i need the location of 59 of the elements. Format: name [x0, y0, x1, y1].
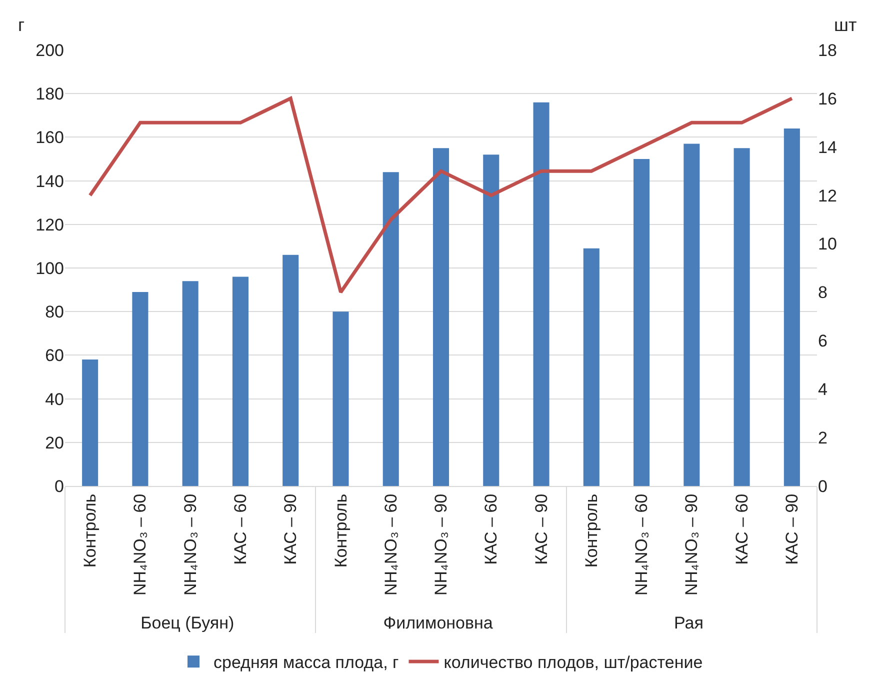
y-tick-label: 0: [54, 476, 64, 496]
legend-label: средняя масса плода, г: [214, 653, 399, 672]
bar: [684, 144, 700, 486]
x-tick-label: КАС – 90: [281, 494, 300, 565]
bar: [583, 248, 600, 486]
y-tick-label: 20: [45, 433, 64, 452]
y-tick-label: 40: [45, 390, 64, 409]
y-tick-label: 140: [36, 172, 64, 191]
bar: [432, 148, 450, 486]
y2-tick-label: 16: [818, 89, 837, 108]
y2-tick-label: 4: [818, 380, 828, 400]
y2-tick-label: 2: [818, 428, 828, 448]
bar: [132, 292, 148, 486]
x-tick-label: КАС – 90: [782, 494, 802, 565]
bar: [232, 276, 248, 486]
text: Боец (Буян): [140, 613, 234, 632]
text: Филимоновна: [383, 613, 494, 632]
y2-tick-label: 14: [818, 138, 837, 157]
legend-label: количество плодов, шт/растение: [444, 653, 703, 672]
x-tick-label: КАС – 60: [482, 494, 501, 565]
x-tick-label: КАС – 60: [230, 494, 250, 565]
x-tick-label: NH₄NO₃ – 60: [381, 494, 400, 596]
bar: [332, 312, 349, 486]
y-tick-label: 180: [36, 84, 64, 104]
x-tick-label: NH₄NO₃ – 90: [682, 494, 702, 596]
bar: [533, 102, 550, 486]
y-tick-label: 160: [36, 128, 64, 148]
bar: [784, 128, 800, 486]
bar: [634, 159, 650, 486]
y2-tick-label: 18: [818, 40, 837, 60]
y-tick-label: 120: [36, 215, 64, 234]
bar: [382, 172, 399, 486]
y2-tick-label: 12: [818, 186, 837, 206]
x-tick-label: NH₄NO₃ – 90: [432, 494, 451, 596]
x-tick-label: Контроль: [80, 494, 100, 568]
y2-tick-label: 6: [818, 332, 828, 351]
y2-axis-title: шт: [834, 15, 857, 35]
y2-tick-label: 10: [818, 234, 837, 254]
bar: [483, 154, 500, 486]
bar: [182, 281, 198, 486]
x-tick-label: КАС – 60: [732, 494, 752, 565]
x-tick-label: Контроль: [331, 494, 350, 568]
x-tick-label: КАС – 90: [532, 494, 551, 565]
x-tick-label: Контроль: [582, 494, 601, 568]
y-tick-label: 60: [45, 346, 64, 366]
line-series: [88, 96, 794, 294]
bar: [734, 148, 750, 486]
y2-tick-label: 8: [818, 283, 828, 302]
y-tick-label: 200: [36, 40, 64, 60]
y-axis-title: г: [18, 15, 25, 35]
y-tick-label: 100: [36, 258, 64, 278]
x-tick-label: NH₄NO₃ – 60: [130, 494, 150, 596]
x-tick-label: NH₄NO₃ – 90: [180, 494, 200, 596]
y-tick-label: 80: [45, 302, 64, 322]
y2-tick-label: 0: [818, 476, 828, 496]
bar: [82, 360, 98, 486]
x-tick-label: NH₄NO₃ – 60: [632, 494, 652, 596]
bar: [282, 254, 299, 486]
text: Рая: [674, 613, 704, 632]
